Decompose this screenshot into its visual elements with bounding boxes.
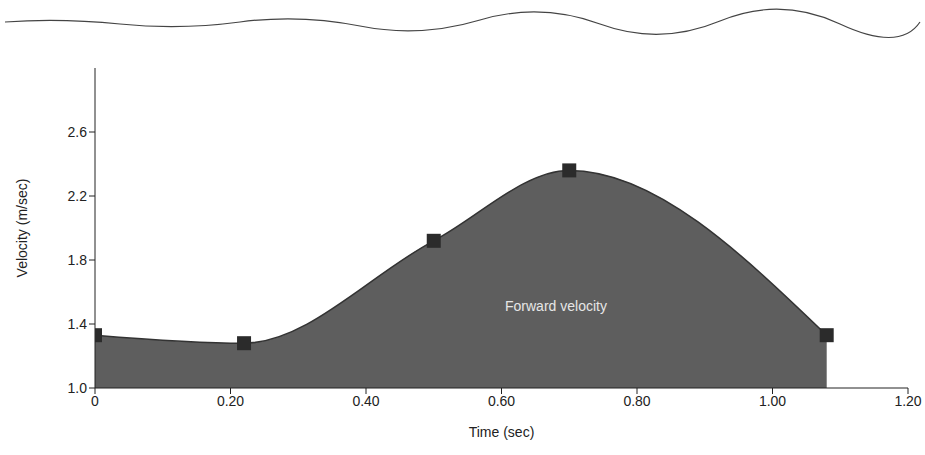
svg-text:0.80: 0.80 <box>623 393 650 409</box>
svg-text:0.60: 0.60 <box>488 393 515 409</box>
svg-text:0.40: 0.40 <box>352 393 379 409</box>
svg-text:0.20: 0.20 <box>217 393 244 409</box>
html-text:Forward velocity: Forward velocity <box>505 298 607 314</box>
svg-text:0: 0 <box>91 393 99 409</box>
svg-text:2.6: 2.6 <box>68 124 88 140</box>
svg-text:1.0: 1.0 <box>68 380 88 396</box>
svg-text:2.2: 2.2 <box>68 188 88 204</box>
svg-text:1.20: 1.20 <box>894 393 921 409</box>
svg-text:Time (sec): Time (sec) <box>469 424 535 440</box>
svg-text:1.8: 1.8 <box>68 252 88 268</box>
svg-text:1.4: 1.4 <box>68 316 88 332</box>
svg-text:Velocity (m/sec): Velocity (m/sec) <box>14 179 30 278</box>
svg-text:1.00: 1.00 <box>759 393 786 409</box>
